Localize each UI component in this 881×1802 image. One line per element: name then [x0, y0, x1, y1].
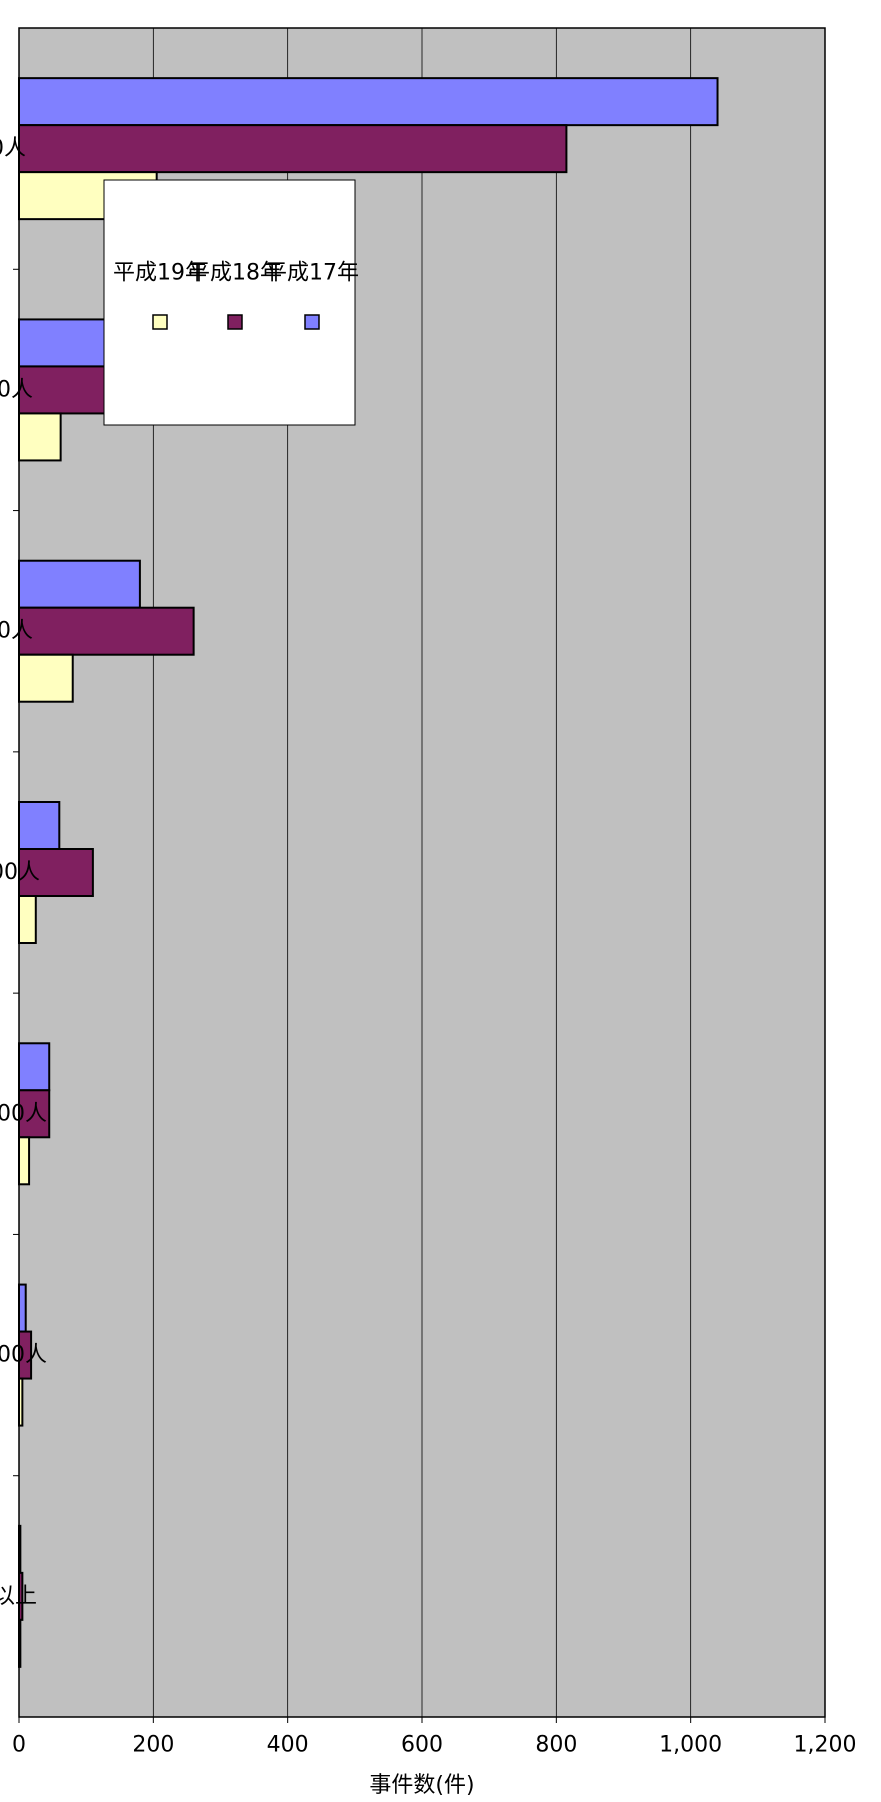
legend-label: 平成19年 — [113, 261, 207, 286]
y-tick-label: 200 — [132, 1733, 174, 1758]
bar — [18, 77, 719, 127]
legend-box — [103, 179, 356, 426]
x-tick-layer: 1～10人 11～20人 21～50人 51～100人 101～200人 201～500人… — [0, 136, 47, 1609]
legend-label: 平成18年 — [188, 261, 282, 286]
legend-label: 平成17年 — [265, 261, 359, 286]
bar — [18, 848, 94, 897]
bar — [18, 606, 195, 656]
y-tick-label: 1,200 — [794, 1733, 857, 1758]
bar — [17, 801, 61, 850]
y-tick-label: 1,000 — [659, 1733, 722, 1758]
y-tick-label: 600 — [401, 1733, 443, 1758]
y-axis-label: 事件数(件) — [369, 1773, 474, 1798]
legend-swatch — [304, 314, 320, 330]
x-tick-label: 11～20人 — [0, 377, 33, 402]
bar — [18, 1330, 33, 1380]
x-tick-label: 1～10人 — [0, 136, 26, 161]
bar — [18, 895, 37, 944]
rotated-chart-group: 1～10人 11～20人 21～50人 51～100人 101～200人 201～500人… — [0, 27, 856, 1798]
bar — [18, 1283, 27, 1333]
x-tick-label: 201～500人 — [0, 1343, 47, 1368]
y-tick-label: 800 — [535, 1733, 577, 1758]
bar — [18, 559, 141, 609]
bar — [17, 1618, 22, 1668]
x-tick-label: 101～200人 — [0, 1101, 47, 1126]
x-tick-label: 51～100人 — [0, 860, 40, 885]
y-tick-label: 0 — [12, 1733, 26, 1758]
legend-swatch — [152, 314, 168, 330]
legend-swatch — [227, 314, 243, 330]
bars-layer — [17, 77, 719, 1668]
x-tick-label: 21～50人 — [0, 619, 33, 644]
y-tick-layer: 0 200 400 600 800 1,000 1,200 — [12, 1717, 856, 1758]
bar — [18, 1377, 24, 1427]
bar — [18, 1136, 31, 1186]
x-tick-label: 501人以上 — [0, 1584, 37, 1609]
bar — [17, 1524, 22, 1574]
bar — [17, 1089, 51, 1139]
bar — [18, 124, 568, 174]
bar — [17, 412, 62, 462]
y-tick-label: 400 — [267, 1733, 309, 1758]
bar — [18, 653, 74, 703]
bar — [17, 1042, 51, 1092]
